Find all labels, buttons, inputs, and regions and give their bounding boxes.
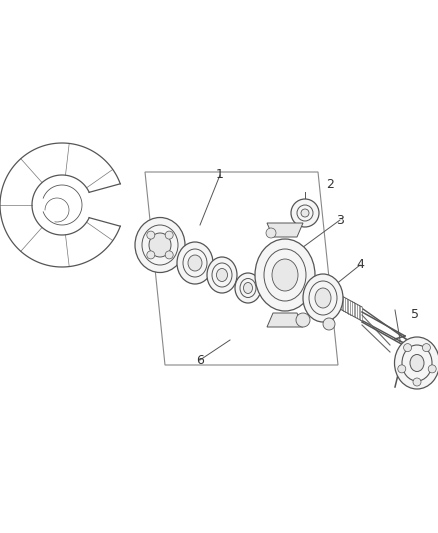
Circle shape — [147, 251, 155, 259]
Ellipse shape — [255, 239, 315, 311]
Polygon shape — [267, 223, 303, 237]
Ellipse shape — [135, 217, 185, 272]
Text: 4: 4 — [356, 259, 364, 271]
Circle shape — [266, 228, 276, 238]
Ellipse shape — [395, 337, 438, 389]
Circle shape — [323, 318, 335, 330]
Text: 6: 6 — [196, 353, 204, 367]
Ellipse shape — [410, 354, 424, 372]
Circle shape — [398, 365, 406, 373]
Ellipse shape — [272, 259, 298, 291]
Text: 5: 5 — [411, 309, 419, 321]
Circle shape — [428, 365, 436, 373]
Text: 2: 2 — [326, 177, 334, 190]
Circle shape — [165, 251, 173, 259]
Circle shape — [301, 209, 309, 217]
Polygon shape — [267, 313, 303, 327]
Ellipse shape — [216, 269, 227, 281]
Circle shape — [413, 378, 421, 386]
Ellipse shape — [244, 282, 252, 294]
Circle shape — [165, 231, 173, 239]
Ellipse shape — [315, 288, 331, 308]
Ellipse shape — [303, 274, 343, 322]
Circle shape — [296, 313, 310, 327]
Text: 3: 3 — [336, 214, 344, 227]
Ellipse shape — [188, 255, 202, 271]
Ellipse shape — [207, 257, 237, 293]
Ellipse shape — [235, 273, 261, 303]
Circle shape — [291, 199, 319, 227]
Ellipse shape — [149, 233, 171, 257]
Circle shape — [403, 344, 412, 352]
Ellipse shape — [177, 242, 213, 284]
Circle shape — [422, 344, 431, 352]
Circle shape — [147, 231, 155, 239]
Text: 1: 1 — [216, 168, 224, 182]
